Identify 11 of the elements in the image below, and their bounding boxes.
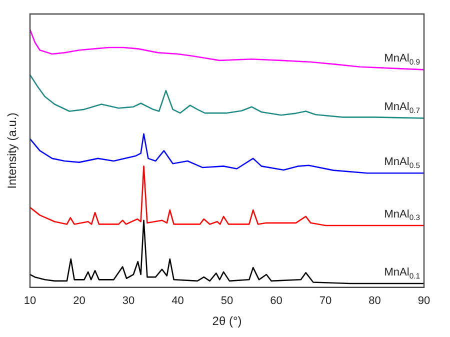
x-tick-label: 40 <box>172 295 184 308</box>
x-tick-label: 10 <box>24 295 36 308</box>
x-axis-title: 2θ (°) <box>212 314 242 328</box>
x-tick-label: 50 <box>220 295 234 308</box>
x-tick-label: 80 <box>368 295 381 308</box>
x-tick-label: 20 <box>73 295 86 308</box>
x-tick-label: 90 <box>418 295 430 308</box>
x-tick-label: 60 <box>270 295 282 308</box>
x-tick-label: 70 <box>319 295 332 308</box>
x-tick-label: 30 <box>122 295 135 308</box>
y-axis-title: Intensity (a.u.) <box>5 112 19 189</box>
